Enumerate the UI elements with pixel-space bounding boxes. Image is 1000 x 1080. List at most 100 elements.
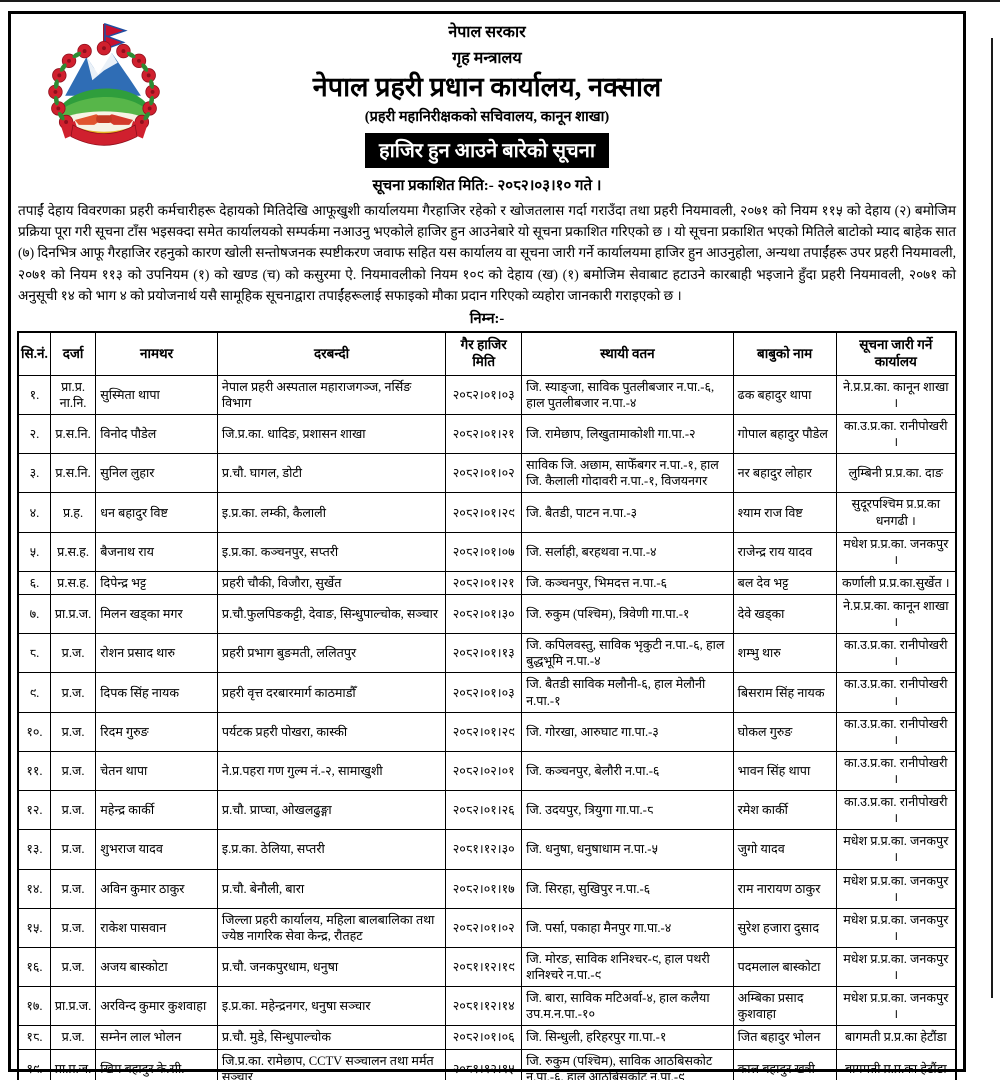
table-row: ७. प्रा.प्र.ज. मिलन खड्का मगर प्र.चौ.फुलपिङ… xyxy=(17,594,957,635)
table-cell: २०८२।०१।१३ xyxy=(445,633,523,674)
table-row: १२. प्र.ज. महेन्द्र कार्की प्र.चौ. प्राप्चा… xyxy=(17,790,957,831)
table-cell: श्याम राज विष्ट xyxy=(732,492,837,533)
table-cell: २०८२।०१।०२ xyxy=(445,453,523,494)
table-cell: अजय बास्कोटा xyxy=(95,946,218,988)
table-cell: प्र.ज. xyxy=(49,633,97,674)
table-cell: जि.प्र.का. रामेछाप, CCTV सञ्चालन तथा मर्… xyxy=(216,1048,447,1080)
table-cell: २०८१।१२।१५ xyxy=(445,1048,523,1080)
table-row: ८. प्र.ज. रोशन प्रसाद थारु प्रहरी प्रभाग बु… xyxy=(17,633,957,674)
column-header: दरबन्दी xyxy=(216,331,447,376)
table-cell: ने.प्र.पहरा गण गुल्म नं.-२, सामाखुशी xyxy=(216,750,447,792)
table-cell: २०८१।१२।१९ xyxy=(445,946,523,988)
table-row: १४. प्र.ज. अविन कुमार ठाकुर प्र.चौ. बेनौली,… xyxy=(17,868,957,909)
table-cell: जि. बैतडी साविक मलौनी-६, हाल मेलौनी न.पा… xyxy=(521,672,734,713)
table-cell: ने.प्र.प्र.का. कानून शाखा । xyxy=(835,374,957,416)
table-cell: रिदम गुरुङ xyxy=(95,711,218,752)
table-cell: दिपेन्द्र भट्ट xyxy=(95,570,218,596)
table-cell: जि. बैतडी, पाटन न.पा.-३ xyxy=(521,492,734,533)
column-header: नामथर xyxy=(95,331,218,376)
table-cell: अरविन्द कुमार कुशवाहा xyxy=(95,986,218,1027)
table-cell: ३. xyxy=(17,453,51,494)
table-cell: का.उ.प्र.का. रानीपोखरी । xyxy=(835,750,957,792)
table-cell: १४. xyxy=(17,868,51,909)
table-cell: सुस्मिता थापा xyxy=(95,374,218,416)
table-cell: बागमती प्र.प्र.का हेटौंडा xyxy=(835,1025,957,1050)
table-cell: साविक जि. अछाम, साफेँबगर न.पा.-१, हाल जि… xyxy=(521,453,734,494)
table-cell: रमेश कार्की xyxy=(732,790,837,831)
table-row: ९. प्र.ज. दिपक सिंह नायक प्रहरी वृत्त दरबार… xyxy=(17,672,957,713)
column-header: सि.नं. xyxy=(17,331,51,376)
table-cell: जि. उदयपुर, त्रियुगा गा.पा.-८ xyxy=(521,790,734,831)
table-cell: प्र.चौ.फुलपिङकट्टी, देवाङ, सिन्धुपाल्चोक… xyxy=(216,594,447,635)
table-cell: का.उ.प्र.का. रानीपोखरी । xyxy=(835,414,957,455)
table-cell: खिम बहादुर के.सी. xyxy=(95,1048,218,1080)
table-cell: नेपाल प्रहरी अस्पताल महाराजगञ्ज, नर्सिङ … xyxy=(216,374,447,416)
table-cell: प्र.स.ह. xyxy=(49,570,97,596)
table-cell: शम्भु थारु xyxy=(732,633,837,674)
table-cell: बल देव भट्ट xyxy=(732,570,837,596)
table-cell: प्रा.प्र.ज. xyxy=(49,594,97,635)
table-cell: प्र.ज. xyxy=(49,672,97,713)
table-cell: प्र.चौ. घागल, डोटी xyxy=(216,453,447,494)
table-cell: जिल्ला प्रहरी कार्यालय, महिला बालबालिका … xyxy=(216,907,447,948)
table-cell: १२. xyxy=(17,790,51,831)
table-cell: बिसराम सिंह नायक xyxy=(732,672,837,713)
table-row: १३. प्र.ज. शुभराज यादव इ.प्र.का. ठेलिया, सप… xyxy=(17,829,957,870)
table-cell: प्र.चौ. बेनौली, बारा xyxy=(216,868,447,909)
office-title: नेपाल प्रहरी प्रधान कार्यालय, नक्साल xyxy=(312,72,662,102)
table-row: ४. प्र.ह. धन बहादुर विष्ट इ.प्र.का. लम्की, … xyxy=(17,492,957,533)
table-row: १६. प्र.ज. अजय बास्कोटा प्र.चौ. जनकपुरधाम, … xyxy=(17,946,957,988)
table-cell: बागमती प्र.प्र.का हेटौंडा xyxy=(835,1048,957,1080)
table-cell: प्र.स.नि. xyxy=(49,453,97,494)
scan-edge-top xyxy=(0,0,1000,2)
table-cell: ने.प्र.प्र.का. कानून शाखा । xyxy=(835,594,957,635)
table-cell: १. xyxy=(17,374,51,416)
table-cell: शुभराज यादव xyxy=(95,829,218,870)
table-cell: प्र.स.ह. xyxy=(49,531,97,572)
table-cell: जि. बारा, साविक मटिअर्वा-४, हाल कलैया उप… xyxy=(521,986,734,1027)
table-cell: २०८२।०१।०७ xyxy=(445,531,523,572)
table-cell: प्र.चौ. मुडे, सिन्धुपाल्चोक xyxy=(216,1025,447,1050)
table-cell: जि.प्र.का. धादिङ, प्रशासन शाखा xyxy=(216,414,447,455)
table-cell: ११. xyxy=(17,750,51,792)
table-cell: जि. कञ्चनपुर, भिमदत्त न.पा.-६ xyxy=(521,570,734,596)
table-cell: जि. मोरङ, साविक शनिश्चर-९, हाल पथरी शनिश… xyxy=(521,946,734,988)
table-cell: जित बहादुर भोलन xyxy=(732,1025,837,1050)
table-cell: प्रहरी चौकी, विजौरा, सुर्खेत xyxy=(216,570,447,596)
table-cell: २०८२।०१।२९ xyxy=(445,711,523,752)
table-cell: महेन्द्र कार्की xyxy=(95,790,218,831)
list-label: निम्न:- xyxy=(469,311,505,328)
table-cell: विनोद पौडेल xyxy=(95,414,218,455)
personnel-table: सि.नं. दर्जा नामथर दरबन्दी गैर हाजिर मिति स्थ… xyxy=(17,331,957,1080)
table-cell: भावन सिंह थापा xyxy=(732,750,837,792)
table-cell: प्र.ज. xyxy=(49,790,97,831)
table-cell: २०८२।०१।०३ xyxy=(445,374,523,416)
column-header: बाबुको नाम xyxy=(732,331,837,376)
published-date-line: सूचना प्रकाशित मिति:- २०८२।०३।१० गते । xyxy=(372,178,602,195)
table-cell: जि. कञ्चनपुर, बेलौरी न.पा.-६ xyxy=(521,750,734,792)
table-cell: सुदूरपश्चिम प्र.प्र.का धनगढी । xyxy=(835,492,957,533)
table-cell: प्र.चौ. प्राप्चा, ओखलढुङ्गा xyxy=(216,790,447,831)
table-cell: राकेश पासवान xyxy=(95,907,218,948)
table-cell: जुगो यादव xyxy=(732,829,837,870)
header-row: सि.नं. दर्जा नामथर दरबन्दी गैर हाजिर मिति स्थ… xyxy=(17,331,957,376)
table-cell: २०८२।०१।२१ xyxy=(445,414,523,455)
table-cell: २०८२।०२।०१ xyxy=(445,750,523,792)
table-cell: प्रहरी वृत्त दरबारमार्ग काठमाडौँ xyxy=(216,672,447,713)
table-cell: १३. xyxy=(17,829,51,870)
table-cell: २०८२।०१।२६ xyxy=(445,790,523,831)
table-row: १९. प्रा.प्र.ज. खिम बहादुर के.सी. जि.प्र.का… xyxy=(17,1048,957,1080)
nepal-government-emblem-icon xyxy=(33,20,175,156)
table-cell: मधेश प्र.प्र.का. जनकपुर । xyxy=(835,531,957,572)
column-header: गैर हाजिर मिति xyxy=(445,331,523,376)
document-frame: नेपाल सरकार गृह मन्त्रालय नेपाल प्रहरी प… xyxy=(8,11,966,1080)
table-row: ५. प्र.स.ह. बैजनाथ राय इ.प्र.का. कञ्चनपुर, … xyxy=(17,531,957,572)
table-cell: २०८२।०१।२९ xyxy=(445,492,523,533)
table-cell: इ.प्र.का. ठेलिया, सप्तरी xyxy=(216,829,447,870)
table-cell: मधेश प्र.प्र.का. जनकपुर । xyxy=(835,946,957,988)
table-cell: प्र.ज. xyxy=(49,750,97,792)
table-row: १८. प्र.ज. सम्नेन लाल भोलन प्र.चौ. मुडे, सि… xyxy=(17,1025,957,1050)
table-cell: मधेश प्र.प्र.का. जनकपुर । xyxy=(835,907,957,948)
table-cell: १९. xyxy=(17,1048,51,1080)
table-row: ६. प्र.स.ह. दिपेन्द्र भट्ट प्रहरी चौकी, विज… xyxy=(17,570,957,596)
